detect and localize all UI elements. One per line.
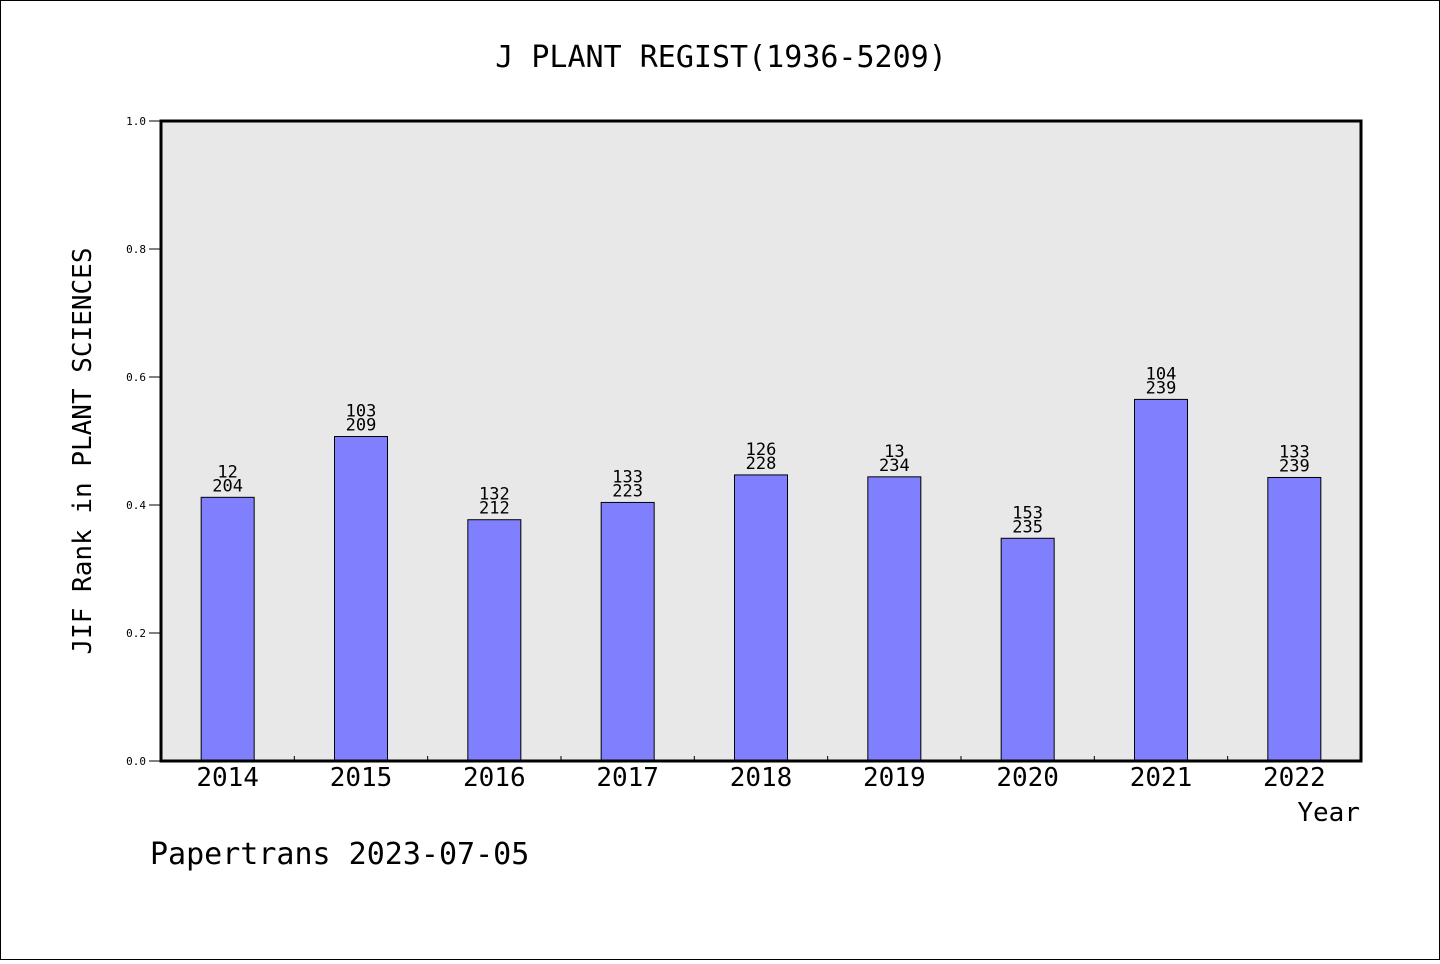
- bar-2014: [200, 496, 255, 762]
- bar-label-rank-2016: 132: [479, 485, 510, 505]
- x-tick-label-2019: 2019: [863, 763, 926, 793]
- x-axis: 2014 2015 2016 2017 2018 2019 2020 2021 2022: [196, 756, 1326, 793]
- bar-label-rank-2015: 103: [346, 402, 377, 422]
- chart-title: J PLANT REGIST(1936-5209): [495, 40, 947, 75]
- bar-label-total-2018: 228: [746, 454, 777, 474]
- x-tick-label-2014: 2014: [196, 763, 259, 793]
- bar-2022: [1267, 476, 1322, 762]
- bar-label-total-2019: 234: [879, 456, 910, 476]
- bar-label-rank-2014: 12: [217, 462, 237, 482]
- y-axis: 0.0 0.2 0.4 0.6 0.8 1.0: [126, 115, 161, 768]
- y-axis-label: JIF Rank in PLANT SCIENCES: [68, 248, 98, 655]
- y-tick-label-0: 0.0: [126, 755, 146, 768]
- bar-label-rank-2019: 13: [884, 442, 904, 462]
- bar-2018: [734, 474, 788, 762]
- bar-2015: [334, 436, 388, 762]
- bar-label-total-2020: 235: [1012, 517, 1043, 537]
- bar-2020: [1000, 537, 1055, 762]
- plot-border: [159, 119, 1363, 763]
- x-tick-label-2020: 2020: [996, 763, 1059, 793]
- bar-label-rank-2018: 126: [746, 440, 777, 460]
- bar-label-rank-2021: 104: [1146, 364, 1177, 384]
- bar-label-total-2017: 223: [612, 481, 643, 501]
- bars-group: 1220410320913221213322312622813234153235…: [200, 364, 1322, 762]
- bar-label-rank-2020: 153: [1012, 503, 1043, 523]
- bar-label-total-2015: 209: [346, 416, 377, 436]
- bar-label-total-2014: 204: [212, 476, 243, 496]
- footer-text: Papertrans 2023-07-05: [150, 837, 529, 872]
- bar-2021: [1134, 398, 1188, 762]
- x-tick-label-2022: 2022: [1263, 763, 1326, 793]
- bar-2017: [600, 501, 655, 762]
- x-tick-label-2016: 2016: [463, 763, 526, 793]
- y-tick-label-3: 0.6: [126, 371, 146, 384]
- bar-label-rank-2022: 133: [1279, 442, 1310, 462]
- bar-label-total-2016: 212: [479, 499, 510, 519]
- x-tick-label-2015: 2015: [330, 763, 393, 793]
- bar-label-total-2022: 239: [1279, 456, 1310, 476]
- bar-2016: [467, 519, 522, 762]
- y-tick-label-2: 0.4: [126, 499, 146, 512]
- y-tick-label-4: 0.8: [126, 243, 146, 256]
- y-tick-label-5: 1.0: [126, 115, 146, 128]
- x-tick-label-2017: 2017: [596, 763, 659, 793]
- x-axis-label: Year: [1297, 798, 1360, 828]
- y-tick-label-1: 0.2: [126, 627, 146, 640]
- bar-label-rank-2017: 133: [612, 467, 643, 487]
- bar-label-total-2021: 239: [1146, 378, 1177, 398]
- bar-2019: [867, 476, 922, 762]
- x-tick-label-2021: 2021: [1130, 763, 1193, 793]
- x-tick-label-2018: 2018: [730, 763, 793, 793]
